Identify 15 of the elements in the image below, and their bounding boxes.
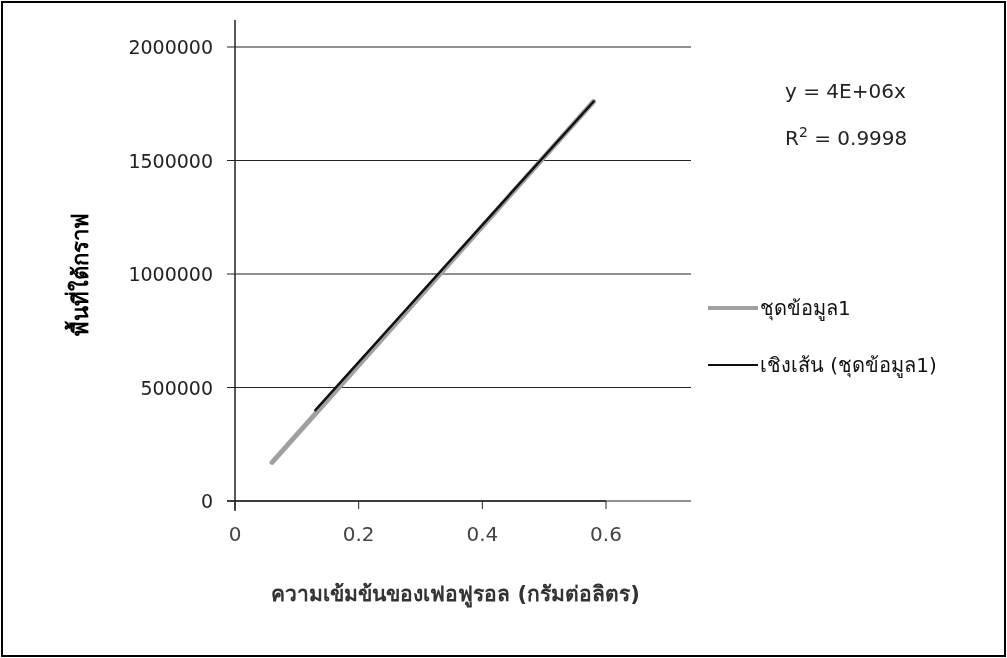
x-axis-title: ความเข้มข้นของเฟอฟูรอล (กรัมต่อลิตร) — [271, 582, 640, 608]
legend-label: ชุดข้อมูล1 — [760, 296, 851, 321]
text: y = 4E+06x — [785, 79, 906, 103]
x-tick-label: 0 — [228, 522, 242, 546]
legend-label: เชิงเส้น (ชุดข้อมูล1) — [760, 353, 937, 378]
y-tick-label: 1500000 — [128, 149, 213, 172]
y-tick-label: 0 — [200, 490, 213, 512]
x-tick-label: 0.2 — [342, 522, 375, 546]
text: R$^{2}$ = 0.9998 — [785, 124, 908, 150]
y-tick-label: 2000000 — [128, 36, 213, 58]
y-tick-label: 500000 — [140, 376, 213, 399]
y-axis-title: พื้นที่ใต้กราฟ — [64, 212, 93, 336]
x-tick-label: 0.4 — [466, 522, 499, 546]
x-tick-label: 0.6 — [590, 522, 622, 546]
y-tick-label: 1000000 — [128, 263, 213, 285]
